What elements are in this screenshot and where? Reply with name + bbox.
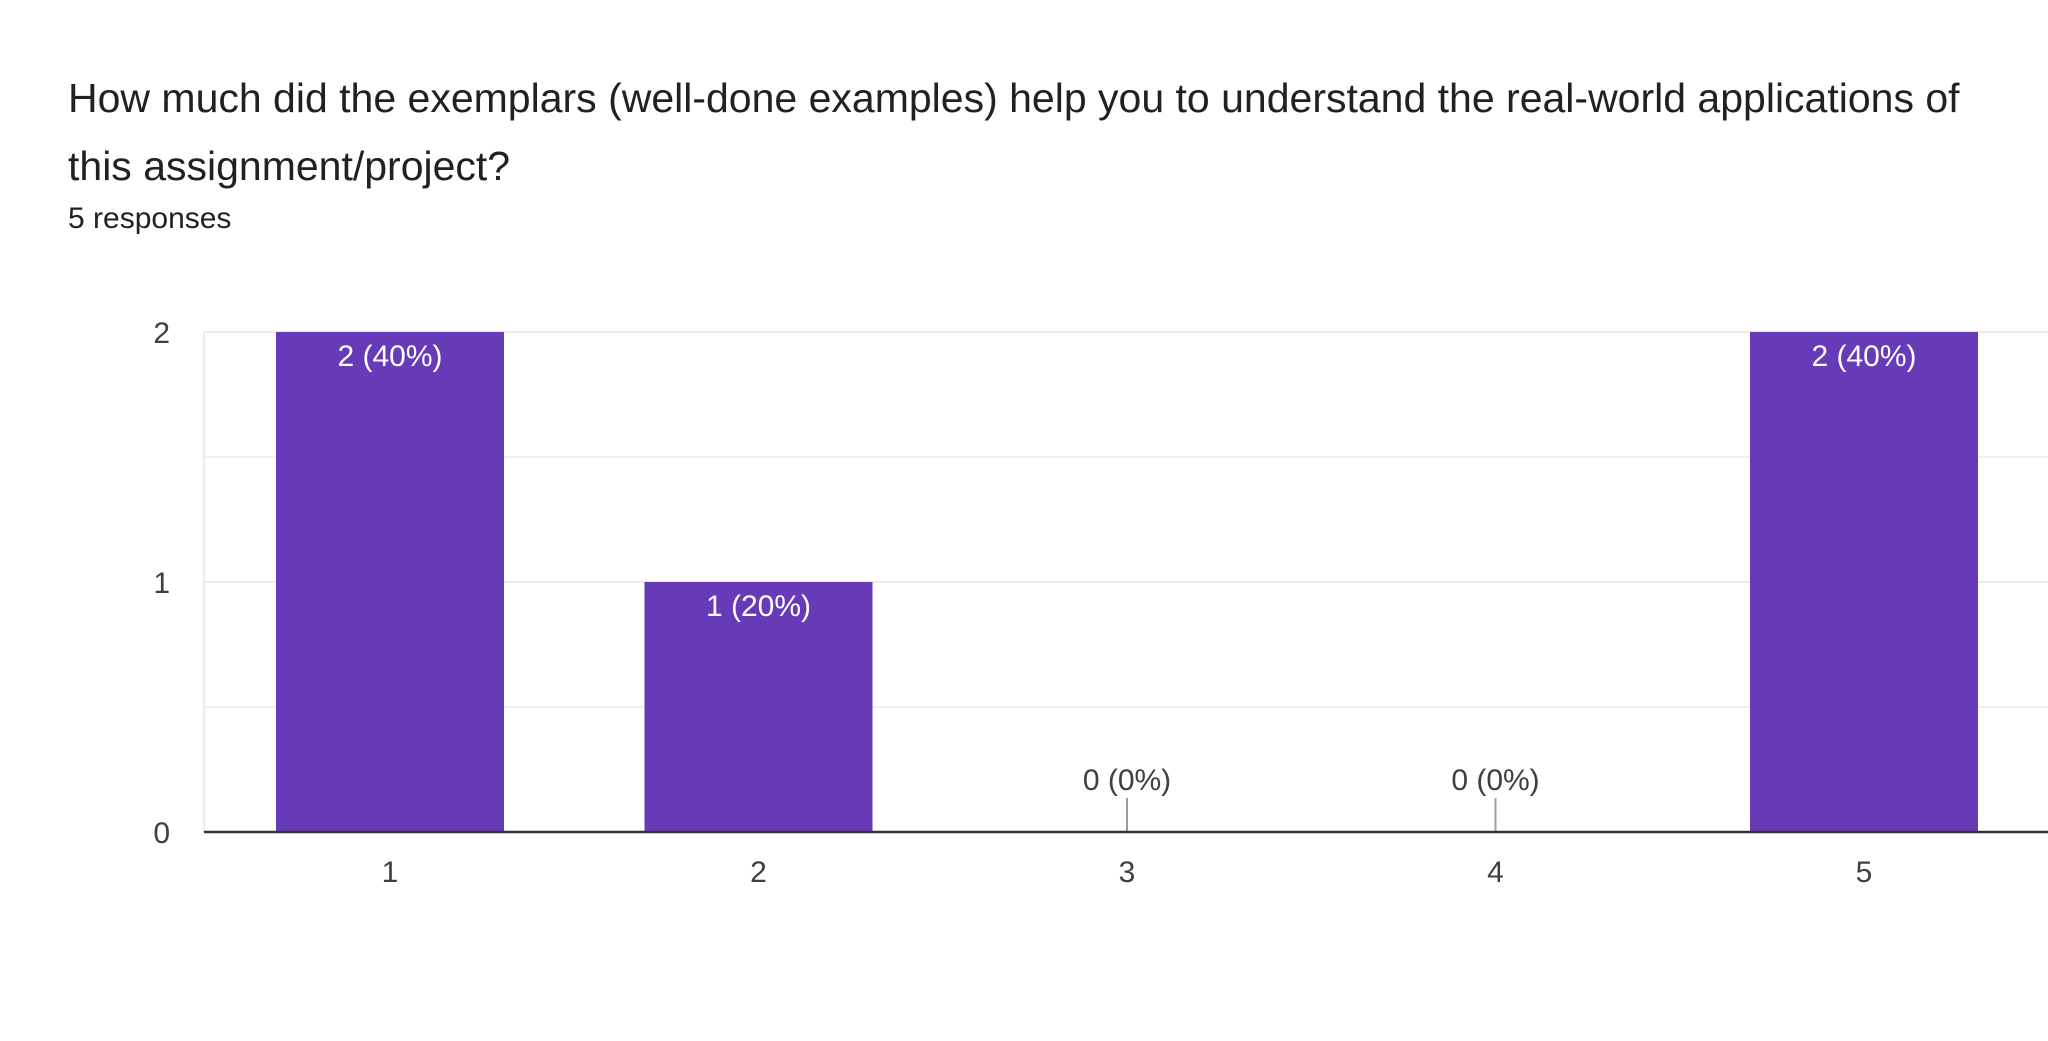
y-tick-label: 0: [153, 817, 170, 850]
data-label: 2 (40%): [337, 340, 442, 373]
x-tick-label: 1: [382, 856, 399, 889]
question-title: How much did the exemplars (well-done ex…: [68, 75, 1960, 189]
bar-1: [276, 332, 504, 832]
response-count: 5 responses: [68, 202, 232, 235]
axes: 0 1 2 1 2 3 4 5: [153, 317, 2048, 889]
bar-5: [1750, 332, 1978, 832]
data-label: 0 (0%): [1451, 764, 1539, 797]
x-tick-label: 4: [1487, 856, 1504, 889]
x-tick-label: 3: [1119, 856, 1136, 889]
x-tick-label: 2: [750, 856, 767, 889]
bar-2: [644, 582, 873, 832]
bars: [276, 332, 1978, 832]
data-label: 2 (40%): [1811, 340, 1916, 373]
grid-lines: [203, 331, 2048, 832]
x-tick-label: 5: [1856, 856, 1873, 889]
data-label: 1 (20%): [706, 590, 811, 623]
y-tick-label: 2: [153, 317, 170, 350]
y-tick-label: 1: [153, 567, 170, 600]
data-labels: 2 (40%) 1 (20%) 0 (0%) 0 (0%) 2 (40%): [337, 340, 1916, 797]
data-label: 0 (0%): [1083, 764, 1171, 797]
